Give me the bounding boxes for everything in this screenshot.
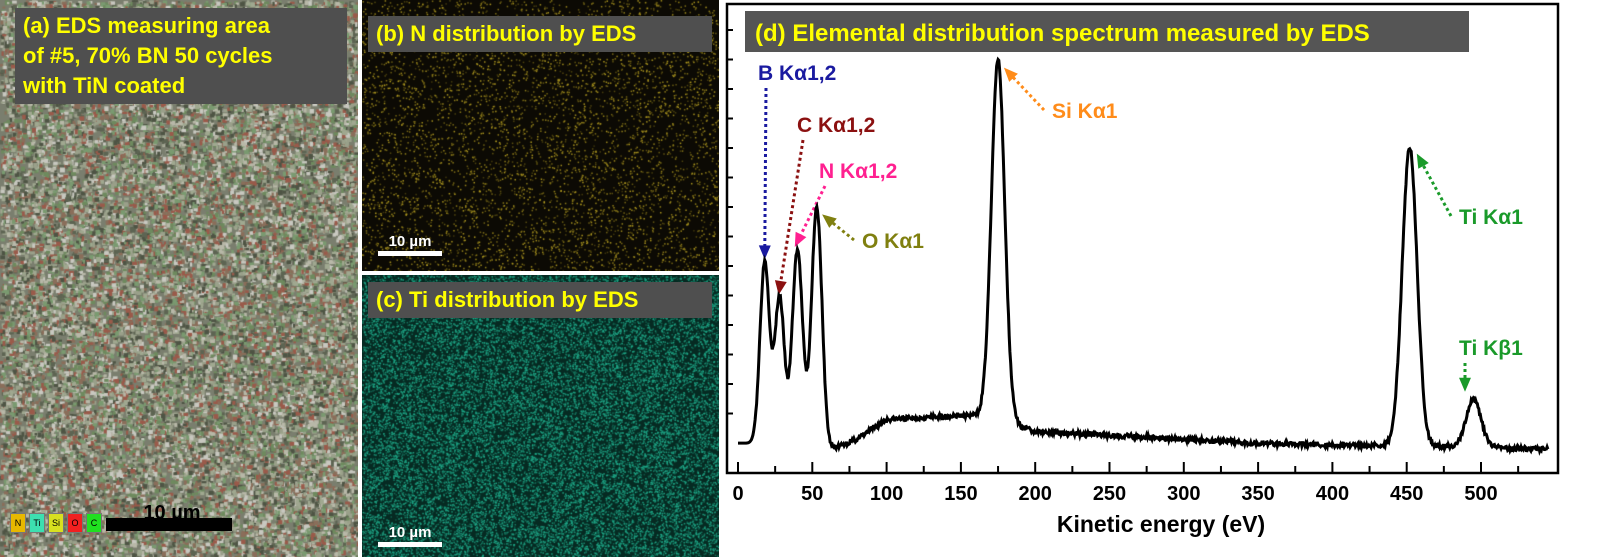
arrowhead-icon [1459,377,1471,392]
panel-a-label-line: with TiN coated [23,73,186,98]
panel-b-label: (b) N distribution by EDS [368,16,712,52]
peak-label: Ti Kα1 [1459,206,1523,229]
arrowhead-icon [822,214,837,228]
panel-b-scale: 10 µm [378,233,442,256]
panel-b-n-map: (b) N distribution by EDS 10 µm [362,0,719,271]
peak-arrow [1006,70,1046,112]
panel-b-scale-bar [378,251,442,256]
plot-frame [725,2,1560,475]
peak-arrow [1418,158,1453,217]
x-tick-label: 400 [1316,483,1349,505]
spectrum-line [738,56,1550,456]
panel-c-ti-map: (c) Ti distribution by EDS 10 µm [362,275,719,557]
x-tick-label: 100 [870,483,903,505]
legend-chip-c: C [86,513,102,533]
arrowhead-icon [758,245,771,260]
x-tick-label: 250 [1093,483,1126,505]
legend-chip-ti: Ti [29,513,45,533]
legend-chip-o: O [67,513,83,533]
x-tick-label: 300 [1167,483,1200,505]
panel-a-eds-area: (a) EDS measuring area of #5, 70% BN 50 … [0,0,358,557]
legend-chip-n: N [10,513,26,533]
peak-arrow [796,185,827,243]
peak-label: C Kα1,2 [797,114,875,137]
panel-a-label-line: of #5, 70% BN 50 cycles [23,43,273,68]
peak-arrow [763,87,768,254]
peak-arrow [778,139,805,290]
x-axis-label: Kinetic energy (eV) [1057,511,1265,537]
peak-label: Si Kα1 [1052,100,1118,123]
peak-label: B Kα1,2 [758,62,836,85]
x-tick-label: 0 [732,483,743,505]
arrowhead-icon [794,231,807,247]
peak-label: Ti Kβ1 [1459,337,1523,360]
x-tick-label: 450 [1390,483,1423,505]
x-tick-label: 350 [1241,483,1274,505]
panel-c-scale-bar [378,542,442,547]
panel-c-scale: 10 µm [378,524,442,547]
eds-spectrum-chart: 0 50 100 150 200 250 300 350 400 450 500 B Kα1,2 C … [725,2,1560,537]
chart-title: (d) Elemental distribution spectrum meas… [755,20,1370,47]
peak-label: O Kα1 [862,230,924,253]
arrowhead-icon [774,280,787,295]
panel-c-label: (c) Ti distribution by EDS [368,282,712,318]
panel-a-label: (a) EDS measuring area of #5, 70% BN 50 … [15,8,347,104]
panel-c-scale-label: 10 µm [388,524,432,541]
panel-b-scale-label: 10 µm [388,233,432,250]
x-tick-label: 200 [1019,483,1052,505]
chart-title-box [745,11,1469,52]
panel-a-label-line: (a) EDS measuring area [23,13,270,38]
legend-chip-si: Si [48,513,64,533]
panel-d-spectrum: 0 50 100 150 200 250 300 350 400 450 500 B Kα1,2 C … [722,0,1600,557]
ti-distribution-map [362,275,719,557]
x-tick-label: 150 [944,483,977,505]
arrowhead-icon [1416,153,1429,169]
arrowhead-icon [1003,67,1018,82]
panel-a-scale-bar [106,518,232,531]
x-tick-label: 50 [801,483,823,505]
x-tick-label: 500 [1464,483,1497,505]
peak-label: N Kα1,2 [819,160,897,183]
